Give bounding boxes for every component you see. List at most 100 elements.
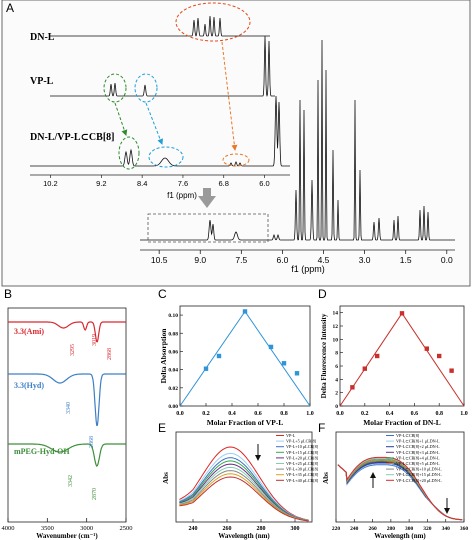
panel-d-xtick-label: 0.0 — [336, 411, 344, 417]
panel-c-point — [281, 361, 287, 366]
panel-a-main-tick-label: 7.5 — [235, 255, 247, 265]
panel-a-main-tick-label: 1.5 — [400, 255, 412, 265]
panel-f-legend-label: VP-L⊂CB[8]+3 μLDN-L — [396, 450, 440, 455]
panel-b-tick-label: 3500 — [41, 525, 54, 532]
panel-e-xtick-label: 280 — [257, 526, 266, 532]
panel-a-dnl-spectrum — [50, 15, 270, 37]
panel-e-arrow-head — [255, 455, 261, 461]
panel-e-curves — [179, 446, 309, 522]
panel-d-xtick-label: 0.8 — [435, 411, 443, 417]
panel-b-tick-label: 4000 — [2, 525, 15, 532]
panel-a-main-ticks: 10.5 9.0 7.5 6.0 4.5 3.0 1.5 0.0 — [151, 250, 453, 265]
panel-d-ytick-label: 12 — [333, 324, 339, 330]
panel-d-letter: D — [318, 287, 327, 301]
panel-f-xtick-label: 320 — [423, 526, 432, 532]
panel-f-legend-label: VP-L⊂CB[8]+10 μLDN-L — [396, 467, 442, 472]
panel-b-label-ami: 3.3(Ami) — [14, 327, 44, 336]
panel-e-legend-label: VP-L+35 μLCB[8] — [286, 472, 319, 477]
panel-b-series-peg — [8, 443, 126, 467]
panel-e-legend-label: VP-L+25 μLCB[8] — [286, 461, 319, 466]
panel-c-xlabel: Molar Fraction of VP-L — [207, 418, 284, 427]
panel-d-ytick-label: 10 — [333, 337, 339, 343]
panel-a-frame — [1, 0, 471, 287]
panel-b-series-hyd — [8, 373, 126, 426]
panel-a-main-tick-label: 9.0 — [194, 255, 206, 265]
panel-d-xlabel: Molar Fraction of DN-L — [363, 418, 441, 427]
panel-f: F 220 240 260 280 300 320 340 360 VP-L⊂CB[8]VP-… — [318, 421, 468, 540]
panel-c-letter: C — [158, 287, 167, 301]
panel-a-main-spectrum — [140, 39, 455, 241]
panel-a-main-tick-label: 4.5 — [318, 255, 330, 265]
panel-c-point — [294, 371, 300, 376]
panel-b-annot-hyd-1: 3340 — [66, 402, 72, 414]
panel-f-xtick-label: 360 — [460, 526, 469, 532]
panel-e-frame — [175, 431, 313, 523]
panel-a-zoom-box — [147, 213, 269, 243]
panel-a-inset-tick-label: 6.0 — [259, 179, 269, 188]
panel-e-legend-label: VP-L+10 μLCB[8] — [286, 444, 319, 449]
panel-f-xtick-label: 220 — [332, 526, 341, 532]
panel-e-curve — [179, 452, 309, 521]
panel-f-legend-label: VP-L⊂CB[8] — [396, 433, 420, 438]
panel-b: B 4000 3500 3000 2500 3.3(Ami) 3.3(Hyd) mPE… — [2, 287, 133, 540]
panel-a-arrow-green — [114, 102, 128, 136]
panel-e-curve — [179, 446, 309, 521]
panel-f-legend-label: VP-L⊂CB[8]+1 μLDN-L — [396, 439, 440, 444]
panel-b-annot-peg-2: 2870 — [92, 488, 98, 500]
panel-d-ytick-label: 6 — [335, 364, 338, 370]
panel-a-label-complex: DN-L/VP-L⊂CB[8] — [30, 132, 114, 143]
panel-a-inset-tick-label: 9.2 — [96, 179, 106, 188]
panel-d-xtick-label: 0.4 — [386, 411, 394, 417]
panel-a-letter: A — [6, 1, 14, 15]
panel-d: D 0.0 0.2 0.4 0.6 0.8 1.0 0 2 4 6 8 10 12 14 Molar Fr… — [318, 287, 468, 427]
panel-f-legend: VP-L⊂CB[8]VP-L⊂CB[8]+1 μLDN-LVP-L⊂CB[8]+… — [386, 433, 442, 483]
panel-a: A 10.5 9.0 7.5 6.0 4.5 3.0 1.5 0.0 f1 (ppm) 10.… — [1, 0, 471, 287]
panel-a-inset-tick-label: 7.6 — [178, 179, 188, 188]
panel-d-point — [424, 346, 429, 351]
panel-a-zoom-arrow — [198, 188, 216, 208]
panel-b-annot-ami-3: 2868 — [107, 348, 113, 360]
panel-d-frame — [339, 305, 465, 407]
panel-f-xlabel: Wavelength (nm) — [374, 532, 426, 540]
panel-d-ylabel: Delta Fluorescence Intensity — [320, 313, 328, 398]
panel-c-fit-line — [179, 310, 311, 407]
panel-a-ellipse-blue-bottom — [148, 146, 184, 168]
panel-c-xtick-label: 1.0 — [306, 411, 314, 417]
panel-f-legend-label: VP-L⊂CB[8]+20 μLDN-L — [396, 478, 442, 483]
panel-d-xtick-label: 0.2 — [361, 411, 369, 417]
panel-a-inset-ticks: 10.2 9.2 8.4 7.6 6.8 6.0 — [43, 175, 270, 188]
panel-e-xlabel: Wavelength (nm) — [218, 532, 270, 540]
panel-a-arrow-orange — [221, 41, 238, 151]
panel-a-main-tick-label: 3.0 — [359, 255, 371, 265]
panel-a-inset-xlabel: f1 (ppm) — [167, 191, 197, 200]
panel-e-legend-label: VP-L+5 μLCB[8] — [286, 439, 317, 444]
panel-c-ytick-label: 0.10 — [168, 313, 178, 319]
panel-c-xtick-label: 0.4 — [228, 411, 236, 417]
panel-d-ytick-label: 2 — [335, 391, 338, 397]
panel-d-ytick-label: 14 — [333, 311, 339, 317]
panel-f-curve — [337, 456, 463, 521]
panel-e-letter: E — [158, 421, 166, 435]
panel-c-point — [242, 309, 248, 314]
panel-c-point — [203, 366, 209, 371]
panel-d-point — [375, 353, 380, 359]
panel-f-arrow-up-head — [370, 472, 376, 478]
panel-e-legend-label: VP-L+40 μLCB[8] — [286, 478, 319, 483]
panel-f-legend-label: VP-L⊂CB[8]+5 μLDN-L — [396, 461, 440, 466]
panel-a-main-tick-label: 6.0 — [277, 255, 289, 265]
panel-c-xtick-label: 0.2 — [202, 411, 210, 417]
panel-c-xtick-label: 0.0 — [176, 411, 184, 417]
panel-c-frame — [179, 305, 311, 407]
panel-f-legend-label: VP-L⊂CB[8]+2 μLDN-L — [396, 444, 440, 449]
panel-b-xlabel: Wavenumber (cm⁻¹) — [36, 532, 98, 540]
panel-f-arrow-down-head — [444, 508, 450, 514]
panel-c-points — [203, 309, 300, 376]
panel-f-xtick-label: 300 — [405, 526, 414, 532]
panel-b-annot-ami-2: 3019 — [92, 334, 98, 346]
panel-f-curves — [337, 456, 463, 521]
panel-c-xtick-label: 0.6 — [254, 411, 262, 417]
panel-b-letter: B — [4, 287, 12, 301]
panel-f-xtick-label: 260 — [368, 526, 377, 532]
panel-a-ellipse-green-bottom — [118, 136, 140, 170]
